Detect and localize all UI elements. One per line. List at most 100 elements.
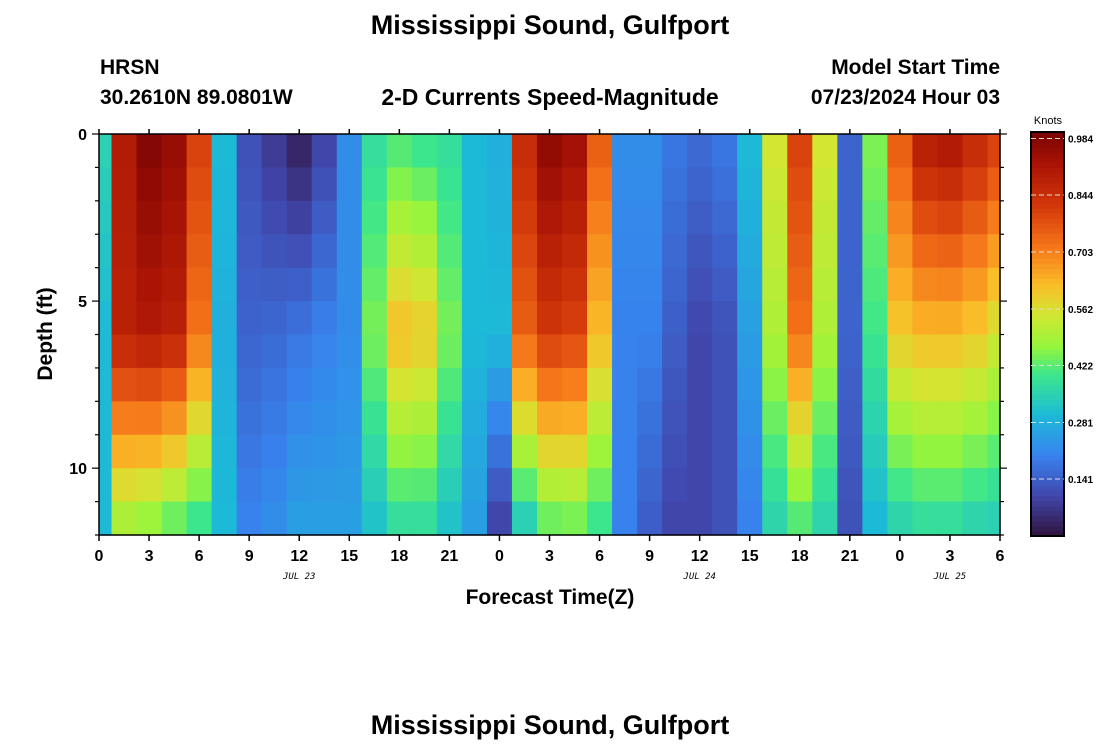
colorbar-swatch xyxy=(1031,253,1064,259)
heatmap-cell xyxy=(361,134,388,169)
heatmap-cell xyxy=(662,267,688,302)
heatmap-cell xyxy=(111,200,138,235)
heatmap-cell xyxy=(386,267,413,302)
heatmap-cell xyxy=(336,468,363,503)
heatmap-cell xyxy=(99,134,113,169)
x-tick-label: 6 xyxy=(996,548,1005,565)
colorbar-swatch xyxy=(1031,445,1064,451)
heatmap-cell xyxy=(787,367,813,402)
heatmap-cell xyxy=(261,501,288,536)
colorbar-swatch xyxy=(1031,207,1064,214)
heatmap-cell xyxy=(461,267,488,302)
heatmap-cell xyxy=(111,267,138,302)
heatmap-cell xyxy=(587,367,613,402)
colorbar-swatch xyxy=(1031,197,1064,204)
date-label: JUL 24 xyxy=(682,572,716,582)
heatmap-cell xyxy=(161,134,188,169)
heatmap-cell xyxy=(987,334,1001,369)
heatmap-cell xyxy=(862,134,888,169)
y-axis-label: Depth (ft) xyxy=(34,287,57,380)
heatmap-cell xyxy=(286,367,313,402)
heatmap-cell xyxy=(912,134,939,169)
heatmap-cell xyxy=(687,468,713,503)
heatmap-cell xyxy=(712,501,738,536)
heatmap-cell xyxy=(211,501,238,536)
heatmap-cell xyxy=(361,301,388,336)
heatmap-cell xyxy=(436,367,463,402)
heatmap-cell xyxy=(186,167,213,202)
heatmap-cell xyxy=(436,167,463,202)
heatmap-cell xyxy=(536,234,563,269)
heatmap-cell xyxy=(111,167,138,202)
colorbar-swatch xyxy=(1031,450,1064,456)
colorbar-swatch xyxy=(1031,212,1064,219)
colorbar-swatch xyxy=(1031,278,1064,285)
heatmap-cell xyxy=(361,367,388,402)
heatmap-cell xyxy=(837,401,863,436)
heatmap-cell xyxy=(762,200,788,235)
heatmap-cell xyxy=(762,367,788,402)
heatmap-cell xyxy=(662,334,688,369)
heatmap-cell xyxy=(712,301,738,336)
heatmap-cell xyxy=(837,301,863,336)
colorbar-swatch xyxy=(1031,485,1064,492)
heatmap-cell xyxy=(662,401,688,436)
colorbar-swatch xyxy=(1031,475,1064,482)
heatmap-cell xyxy=(461,334,488,369)
heatmap-cell xyxy=(912,301,939,336)
heatmap-cell xyxy=(386,134,413,169)
heatmap-cell xyxy=(912,167,939,202)
heatmap-cell xyxy=(336,501,363,536)
heatmap-cell xyxy=(411,501,438,536)
heatmap-cell xyxy=(787,134,813,169)
colorbar-swatch xyxy=(1031,530,1064,537)
heatmap-cell xyxy=(787,167,813,202)
heatmap-cell xyxy=(436,200,463,235)
heatmap-cell xyxy=(99,401,113,436)
heatmap-cell xyxy=(211,200,238,235)
colorbar-swatch xyxy=(1031,293,1064,300)
heatmap-cell xyxy=(186,367,213,402)
heatmap-cell xyxy=(887,167,914,202)
colorbar-swatch xyxy=(1031,394,1064,401)
heatmap-cell xyxy=(862,468,888,503)
heatmap-cell xyxy=(637,134,663,169)
heatmap-cell xyxy=(837,167,863,202)
colorbar-swatch xyxy=(1031,157,1064,163)
heatmap-cell xyxy=(236,334,263,369)
heatmap-cell xyxy=(236,167,263,202)
heatmap-cell xyxy=(336,401,363,436)
heatmap-cell xyxy=(712,334,738,369)
heatmap-cell xyxy=(261,234,288,269)
colorbar-swatch xyxy=(1031,298,1064,305)
heatmap-cell xyxy=(962,200,989,235)
heatmap-cell xyxy=(486,468,513,503)
colorbar-swatch xyxy=(1031,379,1064,386)
heatmap-cell xyxy=(637,334,663,369)
heatmap-cell xyxy=(912,501,939,536)
heatmap-cell xyxy=(837,134,863,169)
colorbar-swatch xyxy=(1031,233,1064,239)
heatmap-cell xyxy=(587,468,613,503)
heatmap-cell xyxy=(136,434,163,469)
heatmap-cell xyxy=(787,234,813,269)
colorbar-swatch xyxy=(1031,217,1064,224)
heatmap-cell xyxy=(912,401,939,436)
colorbar-swatch xyxy=(1031,187,1064,194)
x-tick-label: 12 xyxy=(691,548,709,565)
heatmap-cell xyxy=(987,167,1001,202)
colorbar-swatch xyxy=(1031,323,1064,330)
colorbar-swatch xyxy=(1031,414,1064,421)
heatmap-cell xyxy=(111,468,138,503)
heatmap-cell xyxy=(136,134,163,169)
heatmap-cell xyxy=(486,167,513,202)
heatmap-cell xyxy=(937,200,964,235)
heatmap-cell xyxy=(637,267,663,302)
x-tick-label: 6 xyxy=(195,548,204,565)
heatmap-cell xyxy=(99,468,113,503)
heatmap-cell xyxy=(261,434,288,469)
heatmap-cell xyxy=(962,434,989,469)
heatmap-cell xyxy=(236,267,263,302)
heatmap-cell xyxy=(311,267,338,302)
colorbar-tick-label: 0.422 xyxy=(1068,362,1093,373)
